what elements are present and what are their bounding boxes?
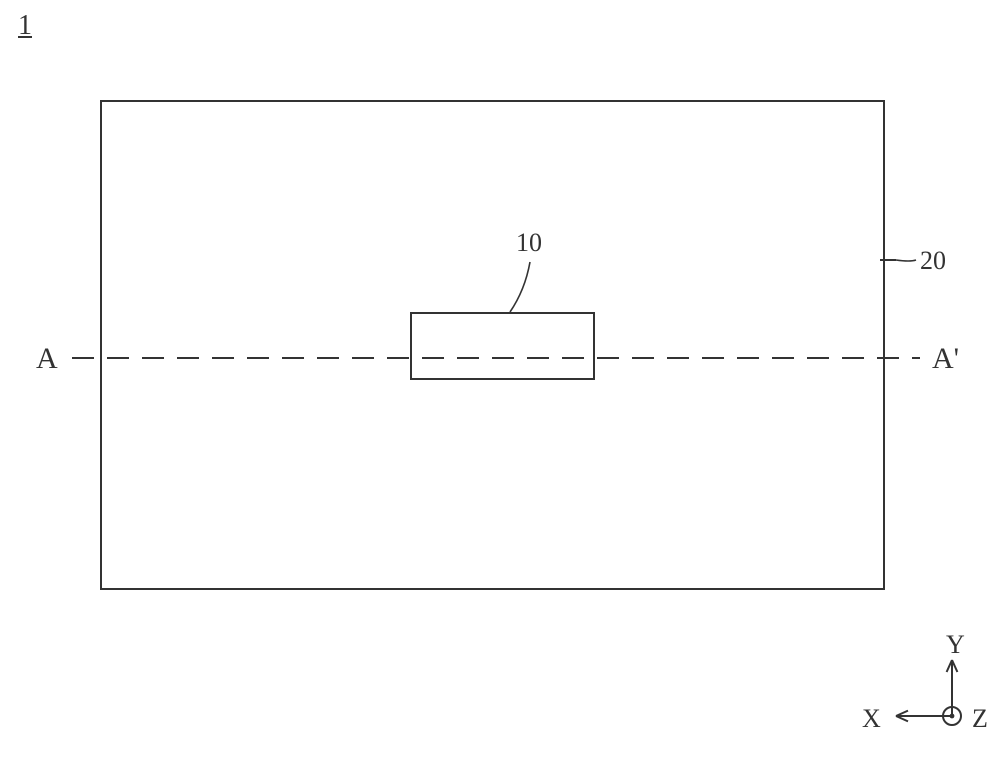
diagram-canvas: 1 A A' 10 20 Y X Z <box>0 0 1000 770</box>
svg-overlay <box>0 0 1000 770</box>
axis-z-dot <box>950 714 955 719</box>
leader-20 <box>896 260 916 261</box>
leader-10 <box>510 262 530 312</box>
